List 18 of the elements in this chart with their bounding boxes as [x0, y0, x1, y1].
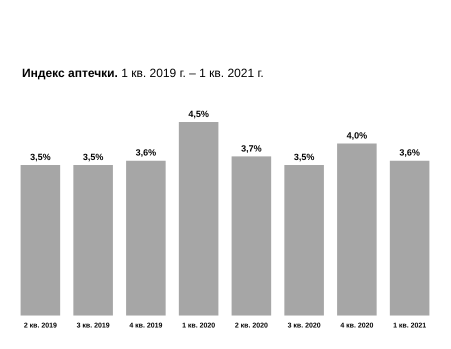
bar — [337, 144, 377, 316]
data-label: 3,7% — [241, 143, 262, 154]
bar — [232, 156, 272, 316]
bar — [178, 122, 218, 316]
data-label: 4,0% — [346, 130, 368, 140]
data-label: 3,5% — [82, 152, 104, 162]
bar — [390, 160, 430, 316]
bar — [284, 165, 324, 316]
data-label: 3,6% — [136, 148, 156, 158]
chart-title: Индекс аптечки. — [22, 66, 118, 80]
data-label: 3,6% — [399, 148, 420, 158]
data-label: 3,5% — [30, 152, 51, 162]
bar — [73, 165, 113, 316]
bar — [20, 165, 60, 316]
bar — [126, 160, 166, 316]
data-label: 3,5% — [294, 152, 314, 162]
data-label: 4,5% — [188, 108, 209, 119]
chart-subtitle: 1 кв. 2019 г. – 1 кв. 2021 г. — [121, 66, 264, 80]
